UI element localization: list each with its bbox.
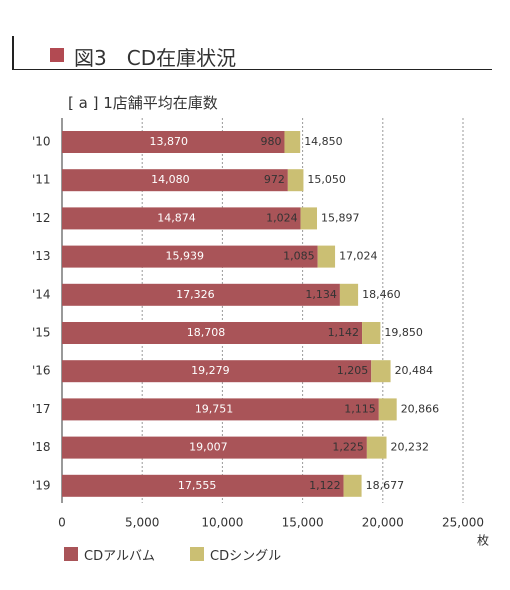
single-bar (287, 169, 304, 192)
album-bar (62, 169, 288, 192)
category-label: '17 (32, 402, 51, 416)
single-value-label: 1,115 (344, 402, 376, 415)
category-label: '15 (32, 326, 51, 340)
total-value-label: 19,850 (384, 326, 423, 339)
album-value-label: 19,751 (195, 402, 234, 415)
album-bar (62, 436, 367, 459)
x-tick-label: 15,000 (282, 516, 324, 530)
total-value-label: 18,460 (362, 288, 401, 301)
album-bar (62, 245, 318, 268)
header-left-rule (12, 36, 14, 70)
figure-header: 図3 CD在庫状況 (12, 36, 492, 70)
album-value-label: 18,708 (187, 326, 226, 339)
single-bar (300, 207, 318, 230)
total-value-label: 20,232 (391, 441, 430, 454)
single-value-label: 1,205 (337, 364, 369, 377)
title-square-icon (50, 48, 64, 62)
album-bar (62, 474, 344, 497)
single-bar (284, 131, 301, 153)
x-tick-label: 25,000 (442, 516, 484, 530)
album-bar (62, 398, 379, 421)
unit-label: 枚 (477, 533, 489, 548)
total-value-label: 14,850 (304, 135, 343, 148)
album-bar (62, 283, 340, 306)
total-value-label: 15,050 (307, 173, 346, 186)
total-value-label: 20,484 (395, 364, 434, 377)
album-value-label: 13,870 (150, 135, 189, 148)
album-value-label: 17,555 (178, 479, 217, 492)
album-value-label: 19,279 (191, 364, 230, 377)
album-value-label: 15,939 (165, 250, 204, 263)
single-bar (339, 283, 359, 306)
single-value-label: 1,085 (283, 250, 315, 263)
album-value-label: 14,080 (151, 173, 190, 186)
single-value-label: 980 (260, 135, 281, 148)
album-bar (62, 207, 301, 230)
single-bar (362, 322, 381, 344)
x-tick-label: 10,000 (201, 516, 243, 530)
category-label: '18 (32, 440, 51, 454)
total-value-label: 20,866 (401, 402, 440, 415)
category-label: '10 (32, 135, 51, 149)
album-value-label: 17,326 (176, 288, 215, 301)
category-label: '16 (32, 364, 51, 378)
x-tick-label: 5,000 (125, 516, 159, 530)
category-label: '14 (32, 287, 51, 301)
single-bar (343, 474, 362, 497)
legend-swatch-album (64, 547, 78, 561)
category-label: '19 (32, 478, 51, 492)
album-bar (62, 322, 363, 344)
single-bar (378, 398, 397, 421)
album-value-label: 19,007 (189, 441, 228, 454)
legend-swatch-single (190, 547, 204, 561)
total-value-label: 17,024 (339, 250, 378, 263)
album-bar (62, 360, 372, 383)
category-label: '11 (32, 173, 51, 187)
album-value-label: 14,874 (157, 211, 196, 224)
total-value-label: 15,897 (321, 211, 360, 224)
header-underline (12, 69, 492, 70)
category-label: '12 (32, 211, 51, 225)
figure-title: 図3 CD在庫状況 (74, 46, 237, 70)
album-bar (62, 131, 285, 153)
single-bar (317, 245, 336, 268)
x-tick-label: 0 (58, 516, 66, 530)
single-bar (371, 360, 391, 383)
total-value-label: 18,677 (366, 479, 405, 492)
single-value-label: 1,122 (309, 479, 341, 492)
single-value-label: 1,225 (332, 441, 364, 454)
single-bar (366, 436, 387, 459)
single-value-label: 1,134 (305, 288, 337, 301)
chart-subtitle: [ a ] 1店舗平均在庫数 (68, 94, 218, 112)
legend-label-single: CDシングル (210, 549, 282, 564)
single-value-label: 1,024 (266, 211, 298, 224)
single-value-label: 972 (264, 173, 285, 186)
x-tick-label: 20,000 (362, 516, 404, 530)
category-label: '13 (32, 249, 51, 263)
legend-label-album: CDアルバム (84, 549, 155, 564)
single-value-label: 1,142 (328, 326, 360, 339)
